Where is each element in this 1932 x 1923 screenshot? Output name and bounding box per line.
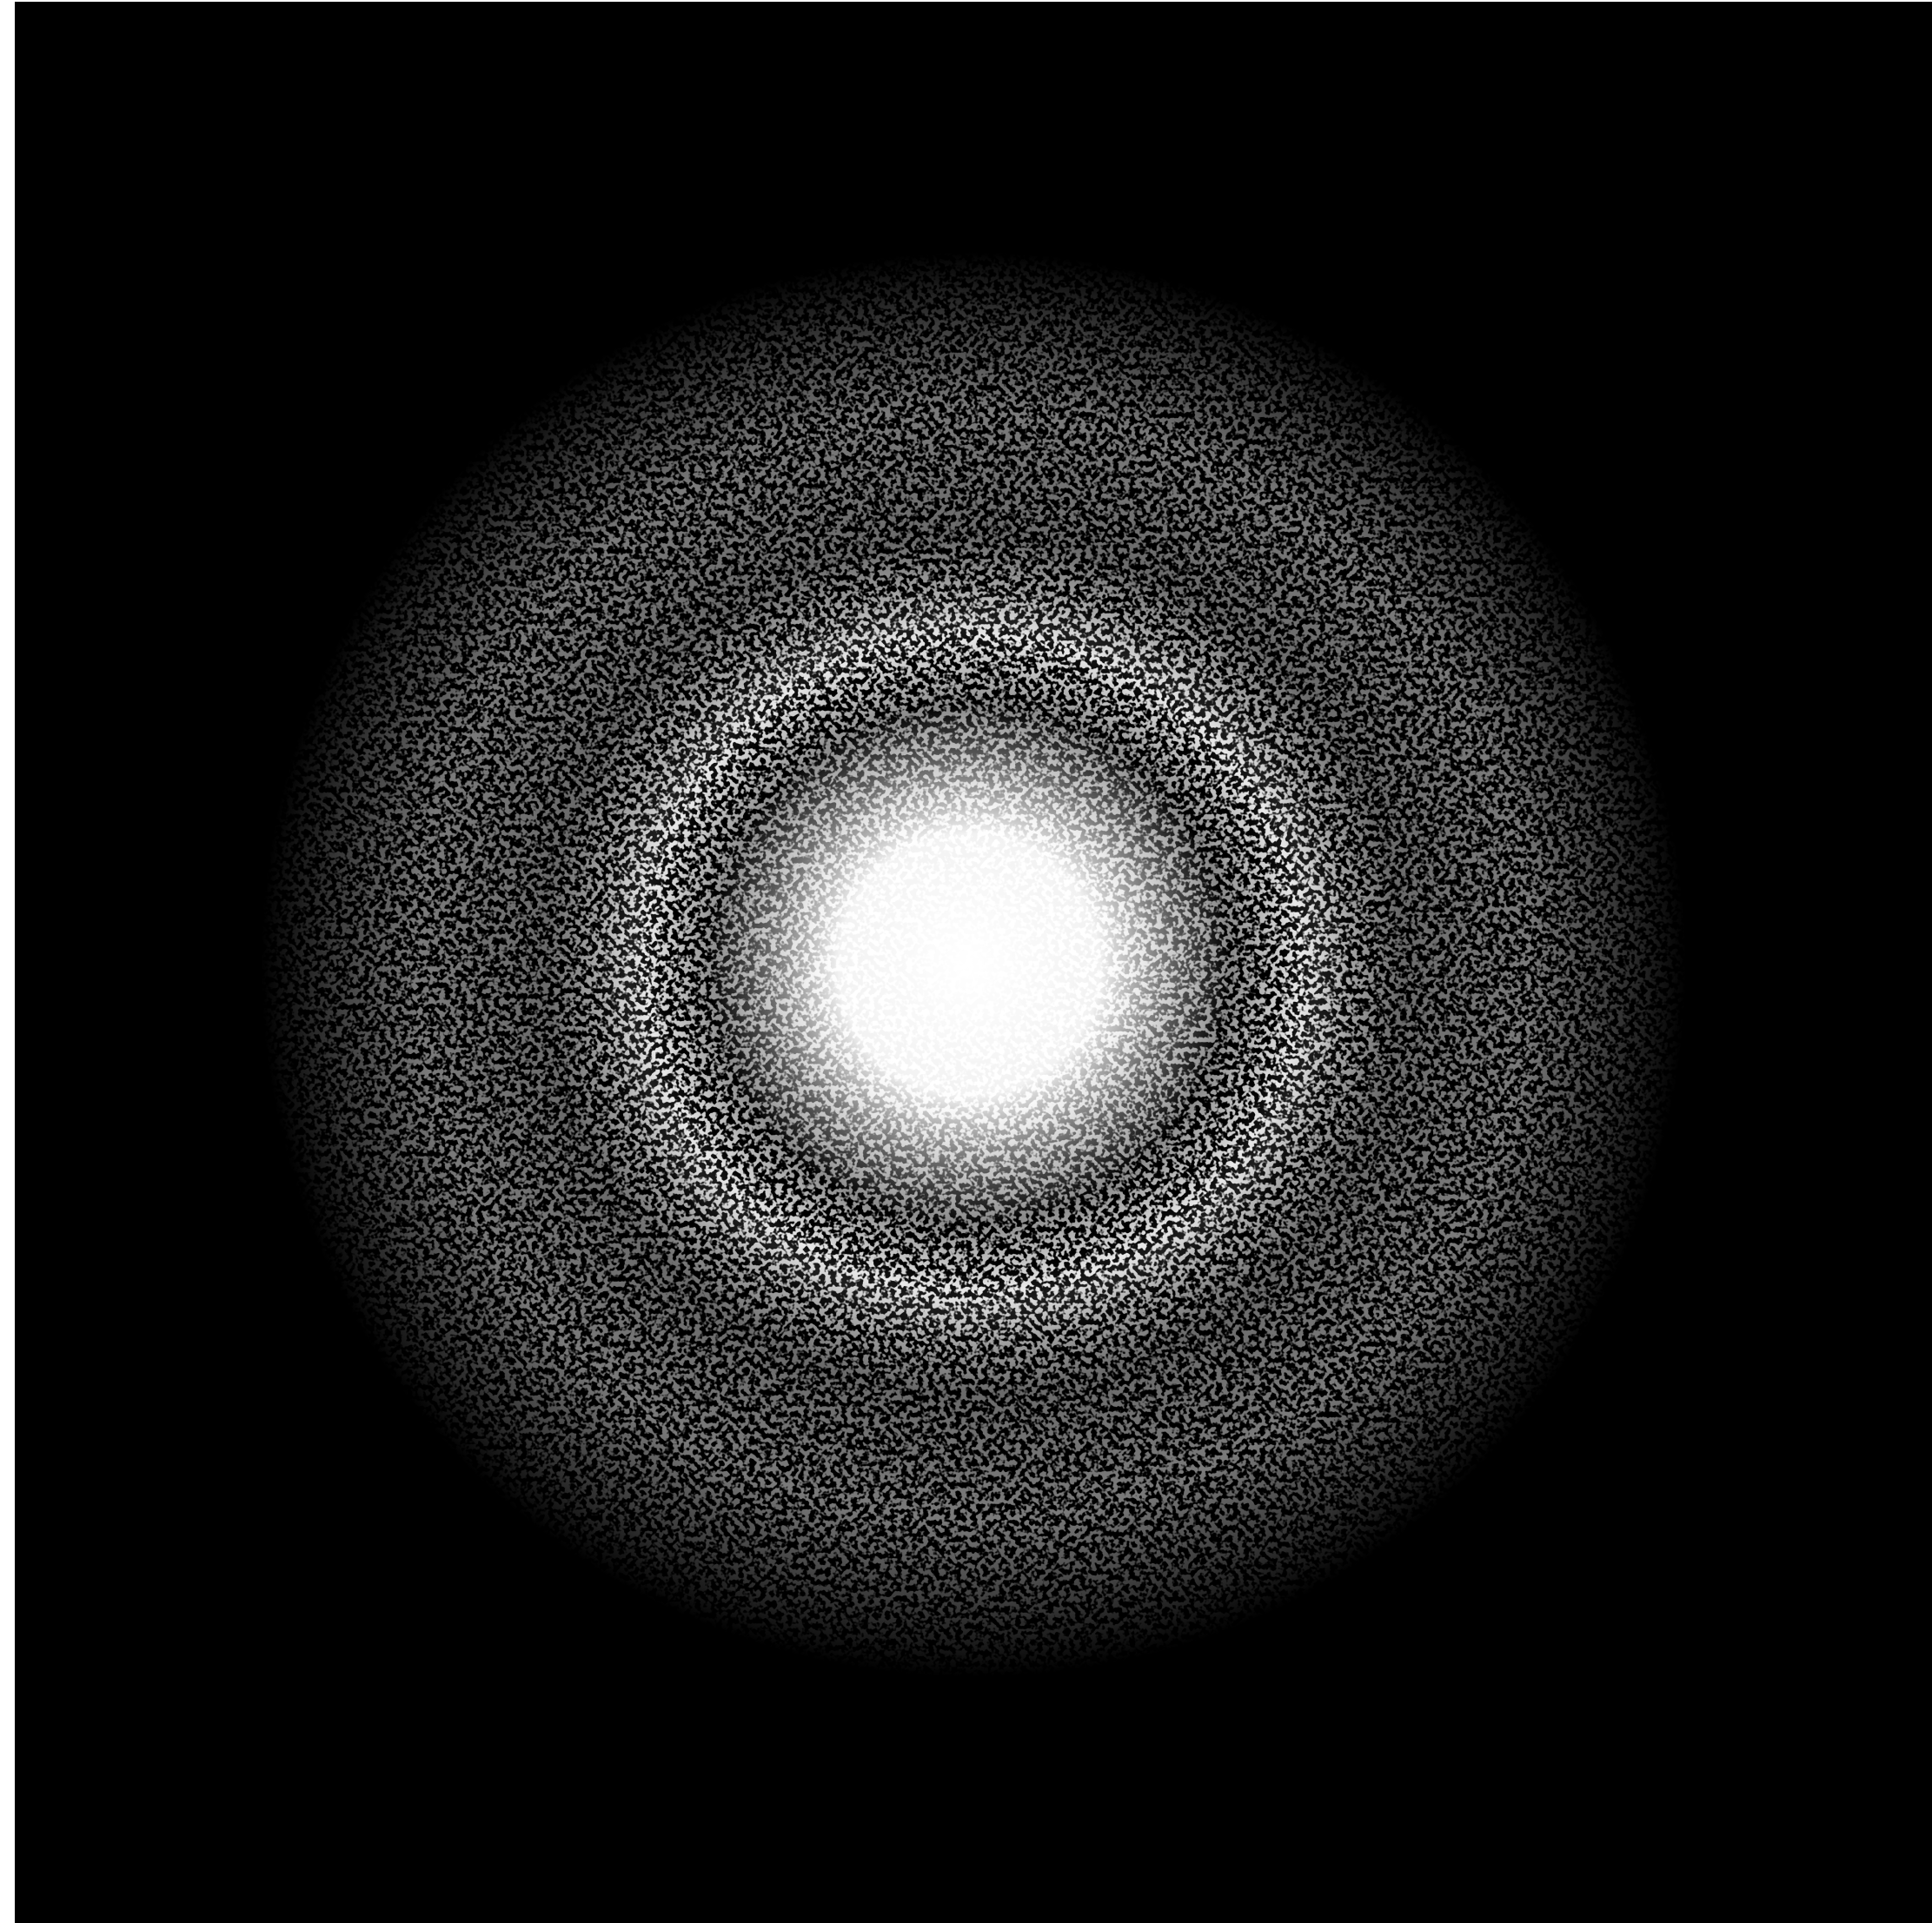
bright-core xyxy=(708,704,1230,1225)
